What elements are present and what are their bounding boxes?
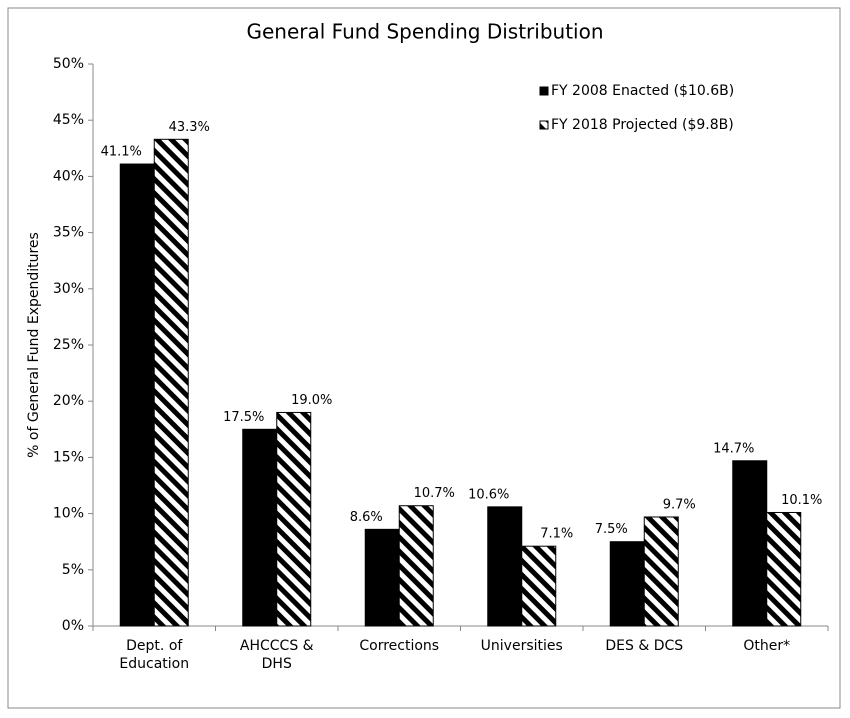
value-label vl: 10.1% <box>781 493 822 508</box>
bar <box>643 516 679 627</box>
y-tick-label: 35% <box>53 225 84 241</box>
x-tick-label: DHS <box>262 656 292 672</box>
bar <box>487 506 523 627</box>
y-tick-label: 30% <box>53 281 84 297</box>
bar <box>521 545 557 627</box>
legend-swatch <box>539 86 549 96</box>
x-tick-label: Corrections <box>359 638 439 654</box>
value-label vl: 19.0% <box>291 393 332 408</box>
y-tick-label: 10% <box>53 506 84 522</box>
legend-label: FY 2018 Projected ($9.8B) <box>551 117 734 133</box>
bar <box>153 138 189 627</box>
value-label vl: 10.6% <box>468 487 509 502</box>
value-label vl: 7.5% <box>595 522 628 537</box>
y-tick-label: 25% <box>53 337 84 353</box>
y-tick-label: 20% <box>53 393 84 409</box>
y-tick-label: 5% <box>62 562 84 578</box>
y-axis-label: % of General Fund Expenditures <box>26 232 42 458</box>
bar <box>398 505 434 627</box>
bar <box>276 411 312 627</box>
value-label vl: 17.5% <box>223 410 264 425</box>
x-tick-label: Universities <box>481 638 563 654</box>
value-label vl: 14.7% <box>713 441 754 456</box>
x-tick-label: Dept. of <box>126 638 183 654</box>
value-label vl: 9.7% <box>663 497 696 512</box>
bar <box>119 163 155 627</box>
x-tick-label: Other* <box>743 638 790 654</box>
value-label vl: 43.3% <box>169 120 210 135</box>
value-label vl: 10.7% <box>414 486 455 501</box>
legend-label: FY 2008 Enacted ($10.6B) <box>551 83 734 99</box>
legend-swatch <box>539 120 549 130</box>
bar <box>364 528 400 627</box>
bar <box>609 541 645 627</box>
y-tick-label: 45% <box>53 112 84 128</box>
y-tick-label: 15% <box>53 449 84 465</box>
value-label vl: 41.1% <box>101 145 142 160</box>
bar <box>766 511 802 627</box>
value-label vl: 7.1% <box>540 527 573 542</box>
y-tick-label: 50% <box>53 56 84 72</box>
y-tick-label: 0% <box>62 618 84 634</box>
y-tick-label: 40% <box>53 168 84 184</box>
bar <box>242 428 278 627</box>
x-tick-label: AHCCCS & <box>240 638 314 654</box>
value-label vl: 8.6% <box>350 510 383 525</box>
bar <box>732 460 768 627</box>
chart-title: General Fund Spending Distribution <box>246 20 603 44</box>
x-tick-label: DES & DCS <box>605 638 683 654</box>
x-tick-label: Education <box>119 656 189 672</box>
